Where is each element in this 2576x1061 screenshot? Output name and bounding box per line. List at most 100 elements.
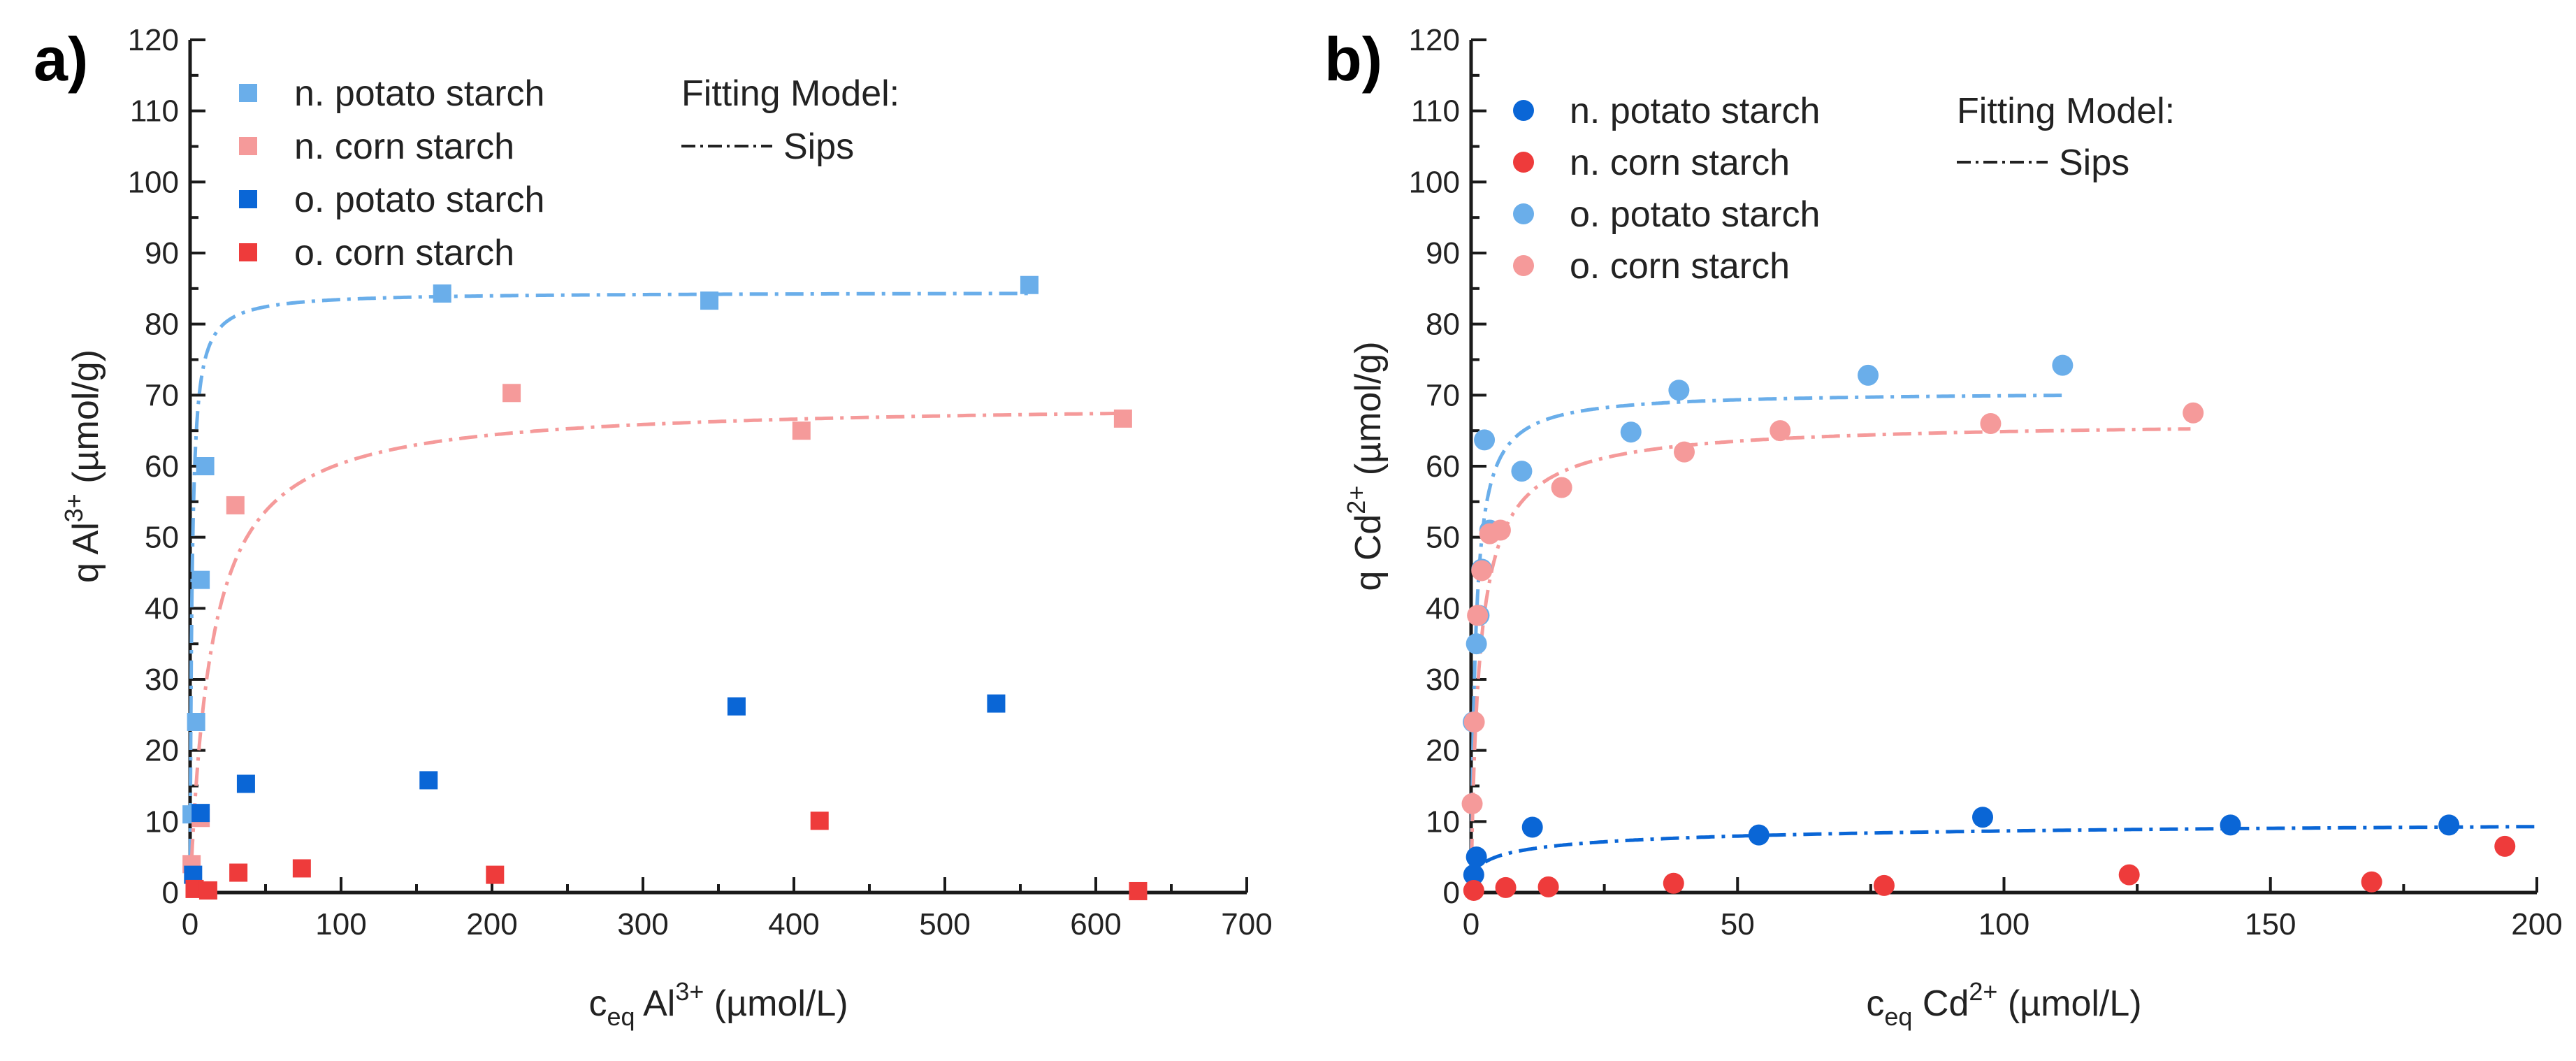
panel-b-point-o-corn-starch (1461, 793, 1483, 814)
panel-b-legend-marker-o-potato-starch (1513, 203, 1534, 224)
panel-b-point-o-potato-starch (1511, 461, 1533, 482)
panel-a-y-tick-label: 0 (162, 876, 179, 910)
panel-a-point-o-corn-starch (292, 859, 311, 878)
panel-b-y-tick-label: 50 (1426, 521, 1460, 555)
panel-b-point-n-potato-starch (1972, 807, 1993, 828)
panel-b-x-tick-label: 200 (2511, 907, 2562, 941)
panel-b-y-tick-label: 90 (1426, 236, 1460, 270)
panel-b-point-n-corn-starch (1537, 876, 1559, 897)
panel-a-y-tick-label: 10 (145, 804, 179, 839)
panel-b-point-o-corn-starch (1471, 560, 1493, 582)
panel-b-fit-line-o-corn-starch (1469, 427, 2191, 893)
panel-b-point-n-potato-starch (2220, 814, 2241, 836)
panel-a-legend-label-o-potato-starch: o. potato starch (294, 180, 544, 220)
panel-b-label: b) (1324, 24, 1382, 94)
panel-a-y-tick-label: 120 (128, 23, 179, 57)
x-label-sub: eq (607, 1002, 635, 1031)
panel-b-x-tick-label: 0 (1463, 907, 1479, 941)
panel-a-legend-marker-n-corn-starch (239, 137, 257, 155)
panel-b-point-n-corn-starch (1495, 876, 1517, 898)
panel-a-point-o-corn-starch (810, 811, 829, 830)
panel-a-legend-label-n-corn-starch: n. corn starch (294, 127, 514, 167)
panel-b-y-tick-label: 100 (1409, 165, 1460, 199)
panel-b-fitting-model-name: Sips (2059, 143, 2129, 183)
panel-b-point-o-corn-starch (1463, 712, 1485, 732)
panel-b-x-tick-label: 150 (2245, 907, 2296, 941)
x-label-base: c (1866, 983, 1884, 1024)
panel-b-point-o-corn-starch (1770, 420, 1791, 442)
panel-b-point-o-potato-starch (1668, 380, 1690, 401)
panel-a-y-tick-label: 20 (145, 734, 179, 768)
panel-a-x-tick-label: 400 (768, 907, 819, 941)
panel-b-point-o-potato-starch (1620, 421, 1642, 443)
x-label-mid: Cd (1912, 983, 1969, 1024)
panel-a-point-n-potato-starch (196, 457, 215, 475)
x-label-tail: (µmol/L) (1997, 983, 2141, 1024)
panel-a-y-tick-label: 90 (145, 236, 179, 270)
panel-b-x-tick-label: 100 (1978, 907, 2029, 941)
panel-b-legend-label-o-potato-starch: o. potato starch (1570, 194, 1820, 235)
panel-a-y-tick-label: 100 (128, 165, 179, 199)
panel-b-legend-marker-n-corn-starch (1513, 152, 1534, 173)
panel-b-point-o-corn-starch (2183, 402, 2204, 424)
panel-a-point-n-potato-starch (187, 713, 205, 731)
panel-b-fitting-model-title: Fitting Model: (1957, 91, 2175, 131)
panel-a-legend-marker-o-corn-starch (239, 243, 257, 261)
panel-a-x-tick-label: 0 (182, 907, 198, 941)
x-label-mid: Al (635, 983, 675, 1024)
panel-b-point-o-potato-starch (1466, 633, 1487, 655)
panel-a-x-tick-label: 500 (919, 907, 970, 941)
panel-a-point-o-potato-starch (419, 771, 438, 790)
y-label-sup: 3+ (59, 493, 88, 522)
panel-b-y-tick-label: 60 (1426, 449, 1460, 484)
panel-a-point-o-potato-starch (191, 804, 210, 823)
panel-b-point-n-corn-starch (2494, 835, 2516, 857)
panel-b-point-o-corn-starch (1674, 441, 1695, 463)
panel-a-y-axis-label: q Al3+ (µmol/g) (59, 349, 106, 583)
panel-a-y-tick-label: 50 (145, 521, 179, 555)
panel-a-y-tick-label: 40 (145, 591, 179, 626)
panel-b-point-n-corn-starch (1873, 874, 1895, 896)
panel-b-x-axis-label: ceq Cd2+ (µmol/L) (1866, 977, 2141, 1031)
panel-a-point-n-potato-starch (1020, 275, 1039, 294)
panel-b-fit-line-n-potato-starch (1469, 825, 2537, 893)
panel-b-point-n-potato-starch (1521, 816, 1543, 838)
panel-b-legend-label-o-corn-starch: o. corn starch (1570, 246, 1790, 287)
panel-b-y-tick-label: 80 (1426, 308, 1460, 342)
panel-b-fit-line-o-potato-starch (1469, 394, 2063, 893)
panel-b-point-n-corn-starch (1463, 879, 1484, 901)
panel-a-point-n-potato-starch (700, 291, 719, 310)
panel-a-fitting-model-title: Fitting Model: (681, 73, 899, 114)
panel-b-point-o-potato-starch (2052, 354, 2074, 376)
panel-a-point-n-corn-starch (1113, 409, 1132, 428)
panel-b-point-o-corn-starch (1467, 605, 1489, 626)
panel-b-cadmium: 0 10 20 30 40 50 60 70 80 90 100 110 120 0 50 100 150 200… (1324, 23, 2563, 1031)
panel-b-y-tick-label: 110 (1411, 94, 1460, 129)
panel-a-y-tick-label: 30 (145, 663, 179, 697)
panel-b-point-n-potato-starch (1463, 864, 1484, 886)
panel-a-y-tick-label: 70 (145, 378, 179, 412)
panel-a-point-o-corn-starch (198, 881, 217, 900)
panel-b-legend-marker-n-potato-starch (1513, 100, 1534, 121)
panel-b-point-o-potato-starch (1474, 429, 1496, 451)
panel-a-point-n-potato-starch (433, 284, 451, 303)
panel-a-legend-marker-n-potato-starch (239, 84, 257, 102)
panel-b-point-n-corn-starch (2361, 871, 2382, 893)
panel-b-point-n-potato-starch (1748, 824, 1770, 846)
panel-a-legend-label-n-potato-starch: n. potato starch (294, 73, 544, 114)
x-label-tail: (µmol/L) (704, 983, 848, 1024)
x-label-base: c (588, 983, 607, 1024)
panel-b-point-n-potato-starch (2438, 814, 2460, 836)
panel-a-x-tick-label: 200 (466, 907, 517, 941)
y-label-tail: (µmol/g) (1348, 341, 1389, 485)
panel-b-legend-label-n-potato-starch: n. potato starch (1570, 91, 1820, 131)
panel-b-y-tick-label: 10 (1426, 804, 1460, 839)
panel-b-x-tick-label: 50 (1721, 907, 1755, 941)
panel-b-y-axis-label: q Cd2+ (µmol/g) (1342, 341, 1389, 591)
panel-a-y-tick-label: 80 (145, 308, 179, 342)
y-label-base: q Al (66, 522, 106, 583)
panel-a-x-axis-label: ceq Al3+ (µmol/L) (588, 977, 848, 1031)
panel-b-point-n-potato-starch (1466, 846, 1487, 868)
panel-b-point-n-corn-starch (2118, 864, 2140, 886)
